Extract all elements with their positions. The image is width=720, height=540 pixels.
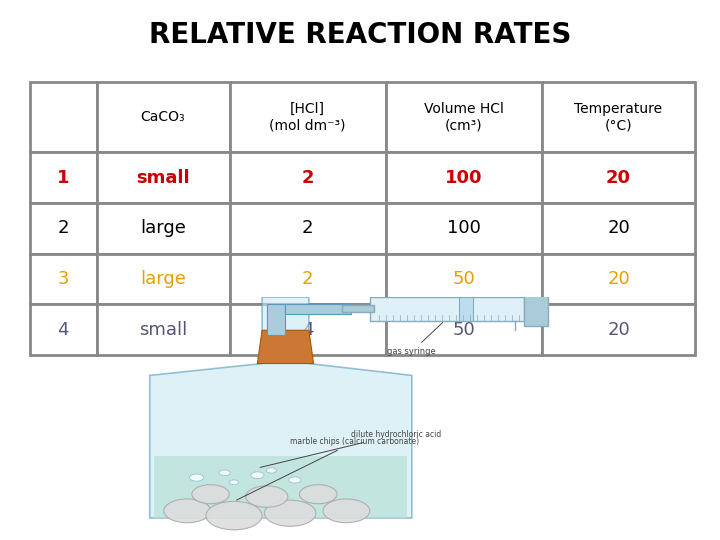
Text: small: small <box>139 321 187 339</box>
Circle shape <box>219 470 230 476</box>
Text: 50: 50 <box>453 270 475 288</box>
Text: 4: 4 <box>58 321 69 339</box>
Bar <box>230 203 386 254</box>
Bar <box>96 152 230 203</box>
Bar <box>542 254 695 305</box>
Bar <box>386 82 542 152</box>
Polygon shape <box>341 305 374 313</box>
Text: 4: 4 <box>302 321 313 339</box>
Polygon shape <box>370 297 524 321</box>
Bar <box>30 254 96 305</box>
Bar <box>230 82 386 152</box>
Text: CaCO₃: CaCO₃ <box>140 110 185 124</box>
Circle shape <box>300 485 337 504</box>
Polygon shape <box>258 330 314 363</box>
Bar <box>96 305 230 355</box>
Text: [HCl]
(mol dm⁻³): [HCl] (mol dm⁻³) <box>269 102 346 132</box>
Text: 20: 20 <box>607 270 630 288</box>
Bar <box>96 82 230 152</box>
Bar <box>542 305 695 355</box>
Bar <box>386 254 542 305</box>
Text: 50: 50 <box>453 321 475 339</box>
Text: 20: 20 <box>607 219 630 237</box>
Text: large: large <box>140 219 186 237</box>
Polygon shape <box>524 292 547 326</box>
Polygon shape <box>154 456 408 518</box>
Text: gas syringe: gas syringe <box>387 323 443 356</box>
Circle shape <box>266 468 276 473</box>
Bar <box>30 305 96 355</box>
Circle shape <box>206 501 262 530</box>
Text: small: small <box>136 168 190 187</box>
Circle shape <box>289 477 301 483</box>
Bar <box>542 82 695 152</box>
Text: 100: 100 <box>447 219 481 237</box>
Text: 2: 2 <box>302 270 313 288</box>
Bar <box>542 152 695 203</box>
Bar <box>386 203 542 254</box>
Bar <box>386 152 542 203</box>
Bar <box>96 254 230 305</box>
Bar <box>230 152 386 203</box>
Text: 2: 2 <box>302 168 314 187</box>
Text: 1: 1 <box>57 168 70 187</box>
Text: 2: 2 <box>302 219 313 237</box>
Text: 2: 2 <box>58 219 69 237</box>
Text: marble chips (calcium carbonate): marble chips (calcium carbonate) <box>236 437 419 500</box>
Polygon shape <box>150 297 412 518</box>
Bar <box>386 305 542 355</box>
Bar <box>30 82 96 152</box>
Circle shape <box>189 474 204 481</box>
Circle shape <box>264 500 316 526</box>
Bar <box>30 152 96 203</box>
Polygon shape <box>459 297 473 321</box>
Polygon shape <box>285 304 351 314</box>
Circle shape <box>192 485 230 504</box>
Polygon shape <box>266 304 285 335</box>
Circle shape <box>323 499 370 523</box>
Text: dilute hydrochloric acid: dilute hydrochloric acid <box>260 430 441 468</box>
Circle shape <box>251 472 264 478</box>
Bar <box>96 203 230 254</box>
Text: 3: 3 <box>58 270 69 288</box>
Circle shape <box>163 499 211 523</box>
Circle shape <box>246 486 288 507</box>
Bar <box>230 305 386 355</box>
Circle shape <box>229 480 239 485</box>
Text: 20: 20 <box>607 321 630 339</box>
Text: Temperature
(°C): Temperature (°C) <box>575 102 662 132</box>
Bar <box>30 203 96 254</box>
Bar <box>230 254 386 305</box>
Text: 100: 100 <box>445 168 482 187</box>
Text: large: large <box>140 270 186 288</box>
Text: RELATIVE REACTION RATES: RELATIVE REACTION RATES <box>149 21 571 49</box>
Text: 20: 20 <box>606 168 631 187</box>
Text: Volume HCl
(cm³): Volume HCl (cm³) <box>424 102 504 132</box>
Bar <box>542 203 695 254</box>
